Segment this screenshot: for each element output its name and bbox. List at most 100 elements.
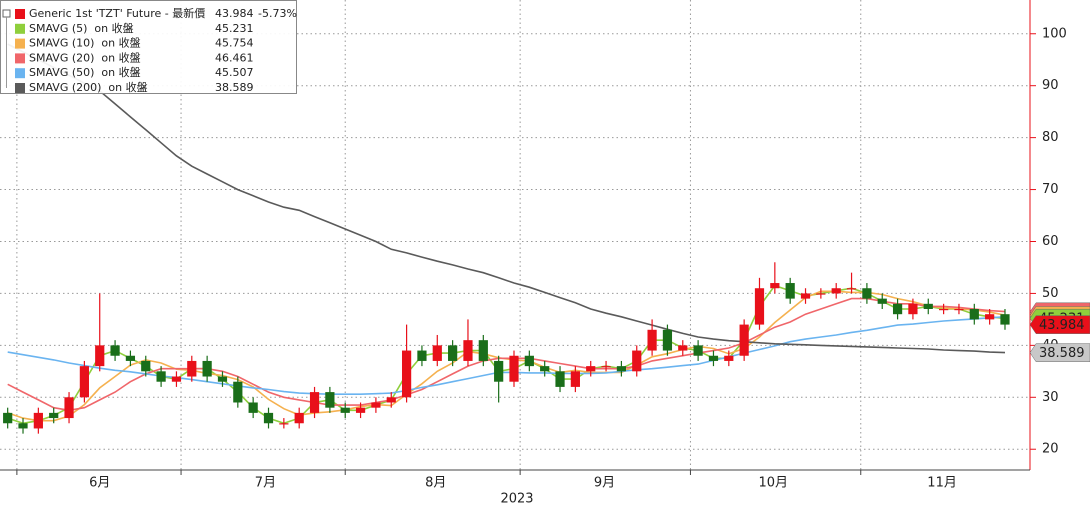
candle-body [908,303,918,315]
value-tag [1029,343,1090,362]
value-tag [1029,315,1090,334]
candle-body [785,283,795,299]
ma-line [7,297,1006,412]
candle-body [355,407,366,413]
candle-body [555,371,565,387]
candle-body [939,309,949,311]
candle-body [18,423,28,429]
candle-body [693,345,703,356]
candle-body [187,360,197,377]
candle-body [509,355,519,382]
candle-body [3,412,13,424]
candle-body [540,366,550,372]
candle-body [125,355,136,361]
legend-label: SMAVG (20) on 收盤 [29,50,141,64]
candle-body [325,392,335,408]
candle-body [632,350,642,372]
candle-body [263,412,274,424]
legend-label: SMAVG (50) on 收盤 [29,65,141,79]
candle-body [846,288,857,290]
legend-swatch [15,23,25,34]
candle-body [954,309,964,311]
x-tick-label: 11月 [927,476,957,491]
x-tick-label: 9月 [594,476,615,491]
x-tick-label: 10月 [759,476,789,491]
ma-line [7,290,1006,422]
ma-line [7,43,1006,354]
y-tick-label: 80 [1042,130,1059,145]
legend-label: Generic 1st 'TZT' Future - 最新價 [29,6,205,20]
candle-body [570,371,580,387]
candle-body [294,412,304,424]
candle-body [739,324,749,356]
candle-body [217,376,228,382]
candle-body [233,381,243,403]
legend: Generic 1st 'TZT' Future - 最新價 43.984 -5.7… [0,0,297,94]
legend-value: 45.507 [215,66,254,79]
candle-body [601,366,611,368]
legend-value: 43.984 [215,7,254,20]
candle-body [33,412,43,429]
candle-body [432,345,442,361]
candle-body [647,329,657,351]
ma-line [7,316,1006,395]
candle-body [64,397,74,419]
candle-body [340,407,350,413]
candle-body [386,397,396,403]
candle-body [248,402,258,413]
candle-body [800,293,811,299]
candle-body [678,345,688,351]
candle-body [662,329,673,351]
candle-body [616,366,627,372]
candle-body [463,340,473,361]
y-tick-label: 100 [1042,26,1067,41]
x-tick-label: 7月 [255,476,276,491]
legend-swatch [15,53,25,64]
candle-body [877,298,887,304]
legend-value: 46.461 [215,51,254,64]
legend-label: SMAVG (200) on 收盤 [29,80,148,94]
legend-swatch [15,83,25,93]
candle-body [754,288,765,325]
legend-value: 45.754 [215,37,254,50]
legend-swatch [15,9,25,19]
x-tick-label: 6月 [89,476,110,491]
candle-body [417,350,427,361]
candle-body [524,355,534,367]
y-tick-label: 90 [1042,78,1059,93]
candle-body [371,402,381,408]
candle-body [49,412,59,419]
legend-box [0,0,297,94]
legend-swatch [15,68,25,79]
legend-label: SMAVG (10) on 收盤 [29,36,141,50]
candle-body [724,355,734,361]
candle-body [816,293,826,295]
y-tick-label: 60 [1042,234,1059,249]
candle-body [494,360,504,382]
candle-body [79,366,89,398]
candle-body [586,366,596,372]
candle-body [141,360,151,372]
x-axis-label: 2023 [500,492,533,505]
candle-body [110,345,120,356]
candle-body [985,314,995,320]
y-tick-label: 30 [1042,390,1059,405]
candle-body [202,360,212,377]
candle-body [708,355,719,361]
candle-body [831,288,841,294]
candle-body [279,423,289,425]
legend-change: -5.73% [258,7,297,20]
legend-label: SMAVG (5) on 收盤 [29,21,134,35]
candle-body [401,350,412,398]
legend-swatch [15,38,25,49]
candle-body [892,303,903,315]
candle-body [171,376,182,382]
ma-line [7,284,1006,425]
value-tag-label: 43.984 [1039,318,1085,333]
candle-body [156,371,166,382]
candle-body [969,309,979,320]
y-tick-label: 20 [1042,442,1059,457]
